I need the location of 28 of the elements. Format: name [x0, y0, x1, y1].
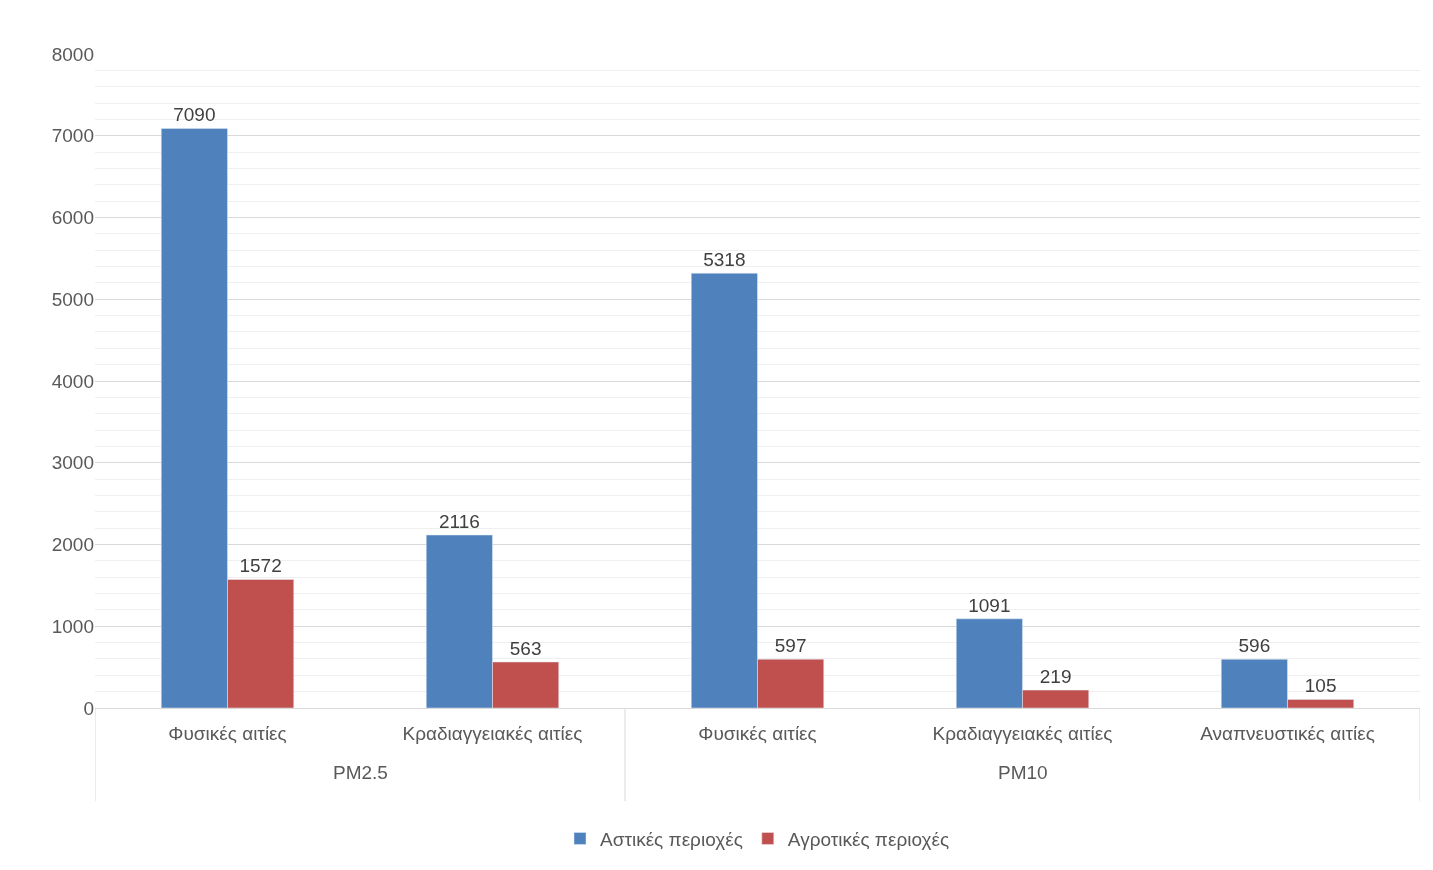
y-tick-label: 6000: [51, 207, 94, 229]
x-tick-label: Κραδιαγγειακές αιτίες: [932, 722, 1113, 744]
y-tick-label: 8000: [51, 43, 94, 65]
text: PM10: [998, 762, 1048, 783]
data-label: 1091: [968, 594, 1011, 616]
legend-label: Αγροτικές περιοχές: [787, 828, 950, 850]
data-label: 596: [1238, 635, 1271, 657]
x-tick-label: Φυσικές αιτίες: [168, 722, 287, 744]
data-label: 5318: [703, 249, 746, 271]
y-tick-label: 5000: [51, 288, 94, 310]
y-tick-label: 3000: [51, 452, 94, 474]
y-tick-label: 7000: [51, 125, 94, 147]
text: PM2.5: [333, 762, 388, 783]
y-tick-label: 4000: [51, 370, 94, 392]
data-label: 1572: [239, 555, 282, 577]
y-tick-label: 0: [83, 697, 94, 719]
data-label: 563: [509, 637, 542, 659]
x-tick-label: Κραδιαγγειακές αιτίες: [402, 722, 583, 744]
data-label: 2116: [438, 511, 480, 533]
data-label: 219: [1039, 666, 1072, 688]
legend-label: Αστικές περιοχές: [600, 828, 743, 850]
x-tick-label: Φυσικές αιτίες: [698, 722, 817, 744]
data-label: 597: [774, 635, 807, 657]
data-label: 7090: [173, 104, 216, 126]
x-tick-label: Αναπνευστικές αιτίες: [1200, 722, 1375, 744]
y-tick-label: 1000: [51, 615, 94, 637]
data-label: 105: [1304, 675, 1337, 697]
y-tick-label: 2000: [51, 534, 94, 556]
